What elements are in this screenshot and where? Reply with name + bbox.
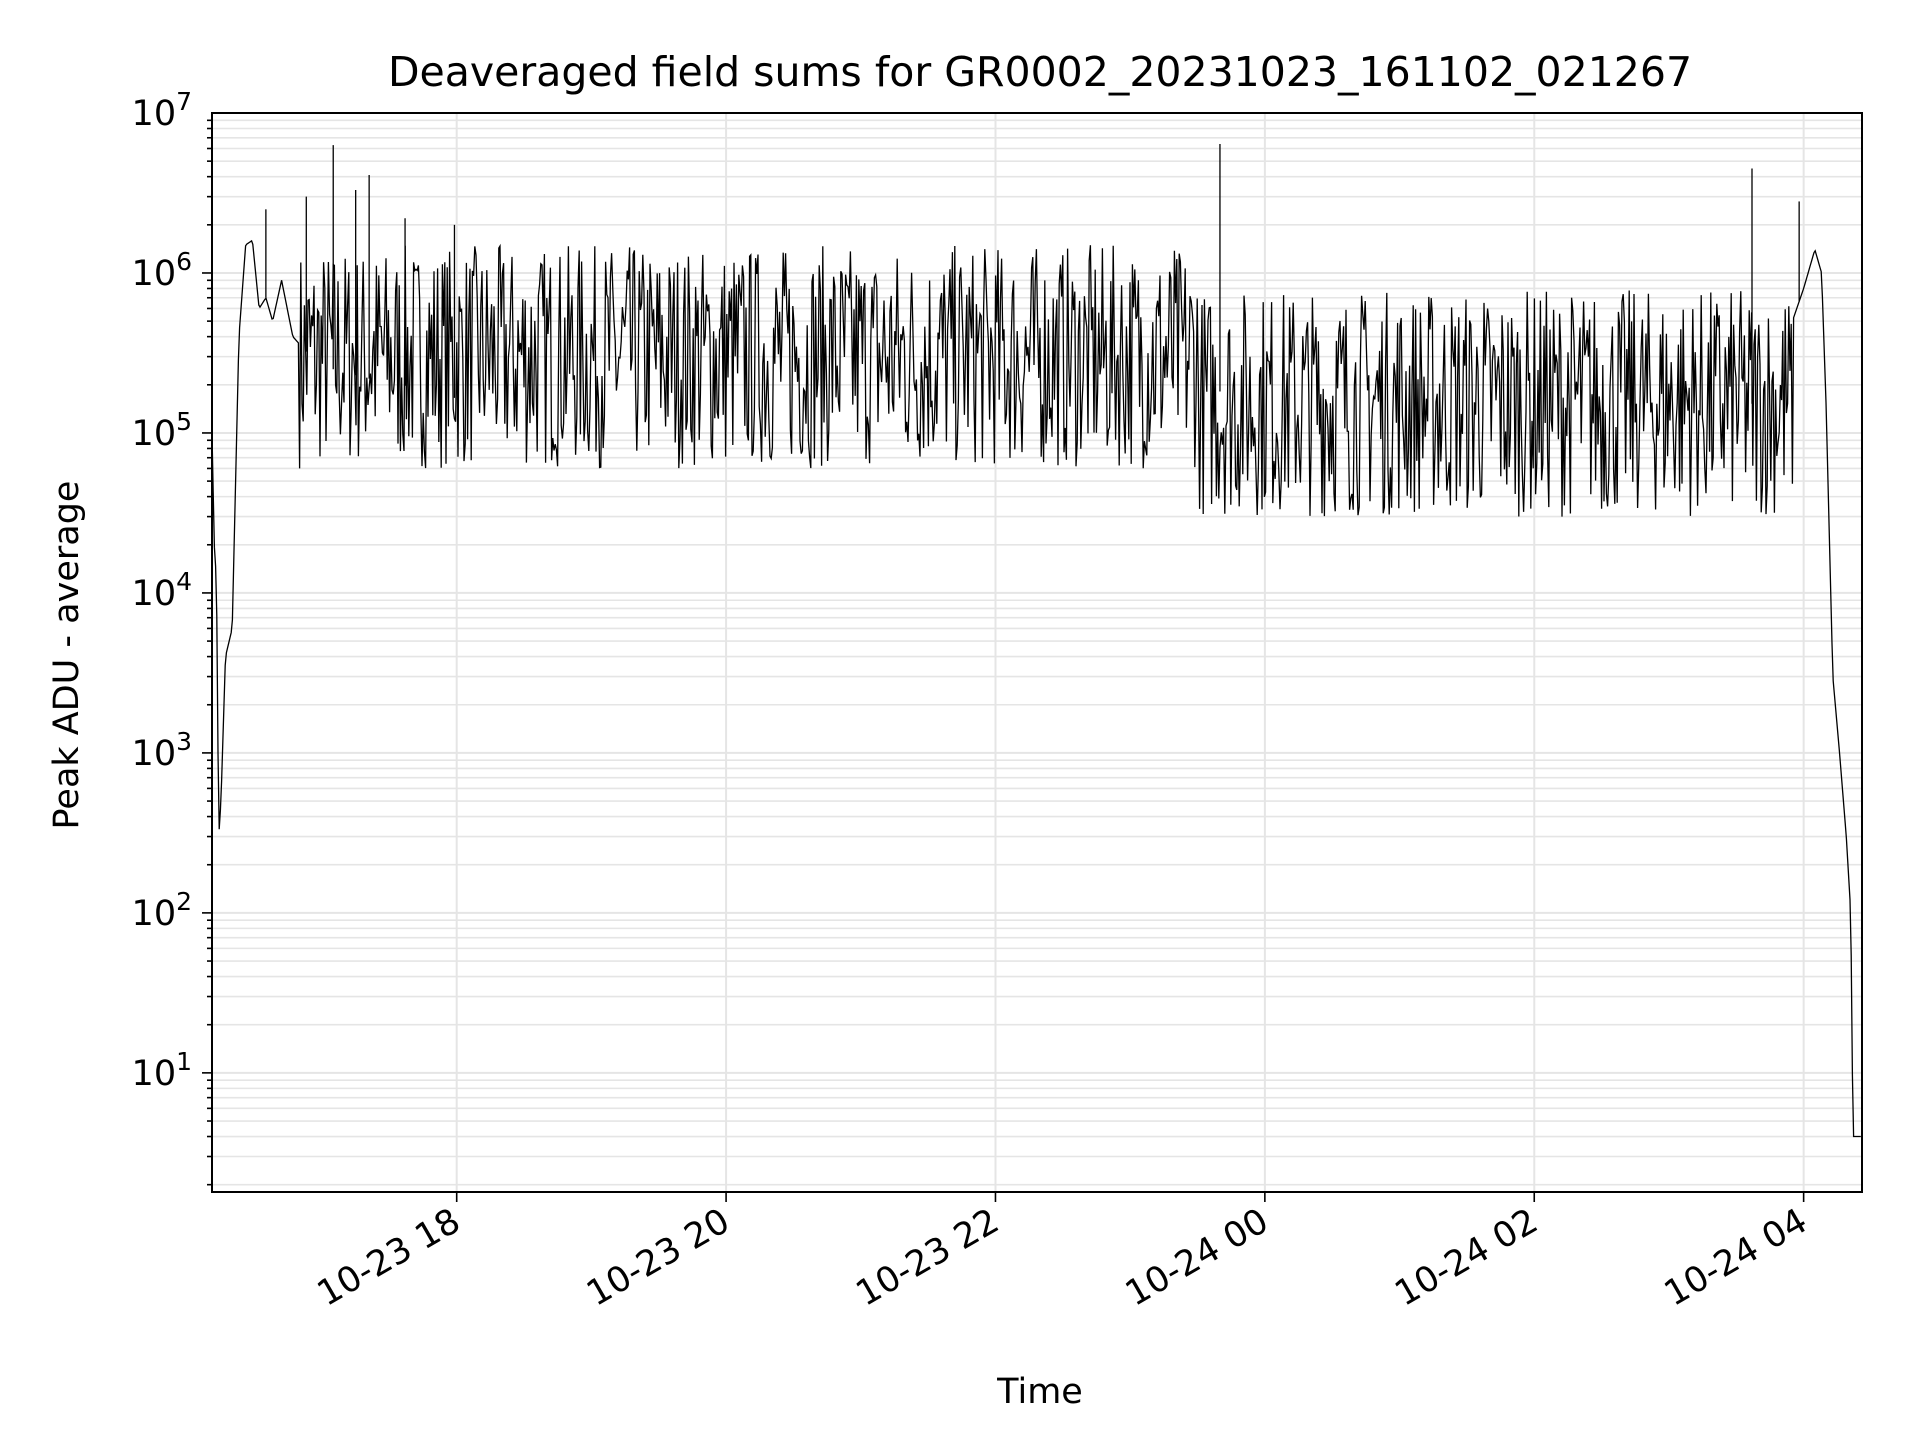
- y-axis-label: Peak ADU - average: [47, 481, 87, 830]
- y-tick-label: 107: [132, 87, 192, 134]
- grid: [212, 113, 1862, 1192]
- y-tick-label: 102: [132, 887, 192, 934]
- chart-title: Deaveraged field sums for GR0002_2023102…: [388, 48, 1692, 96]
- plot-area: [211, 144, 1861, 1138]
- y-tick-label: 104: [132, 567, 192, 614]
- y-tick-label: 106: [132, 247, 192, 294]
- series-line: [211, 239, 1861, 1138]
- y-tick-label: 105: [132, 407, 192, 454]
- y-tick-label: 103: [132, 727, 192, 774]
- x-axis-label: Time: [996, 1372, 1083, 1412]
- y-tick-label: 101: [132, 1047, 192, 1094]
- axes-frame: [211, 112, 1863, 1193]
